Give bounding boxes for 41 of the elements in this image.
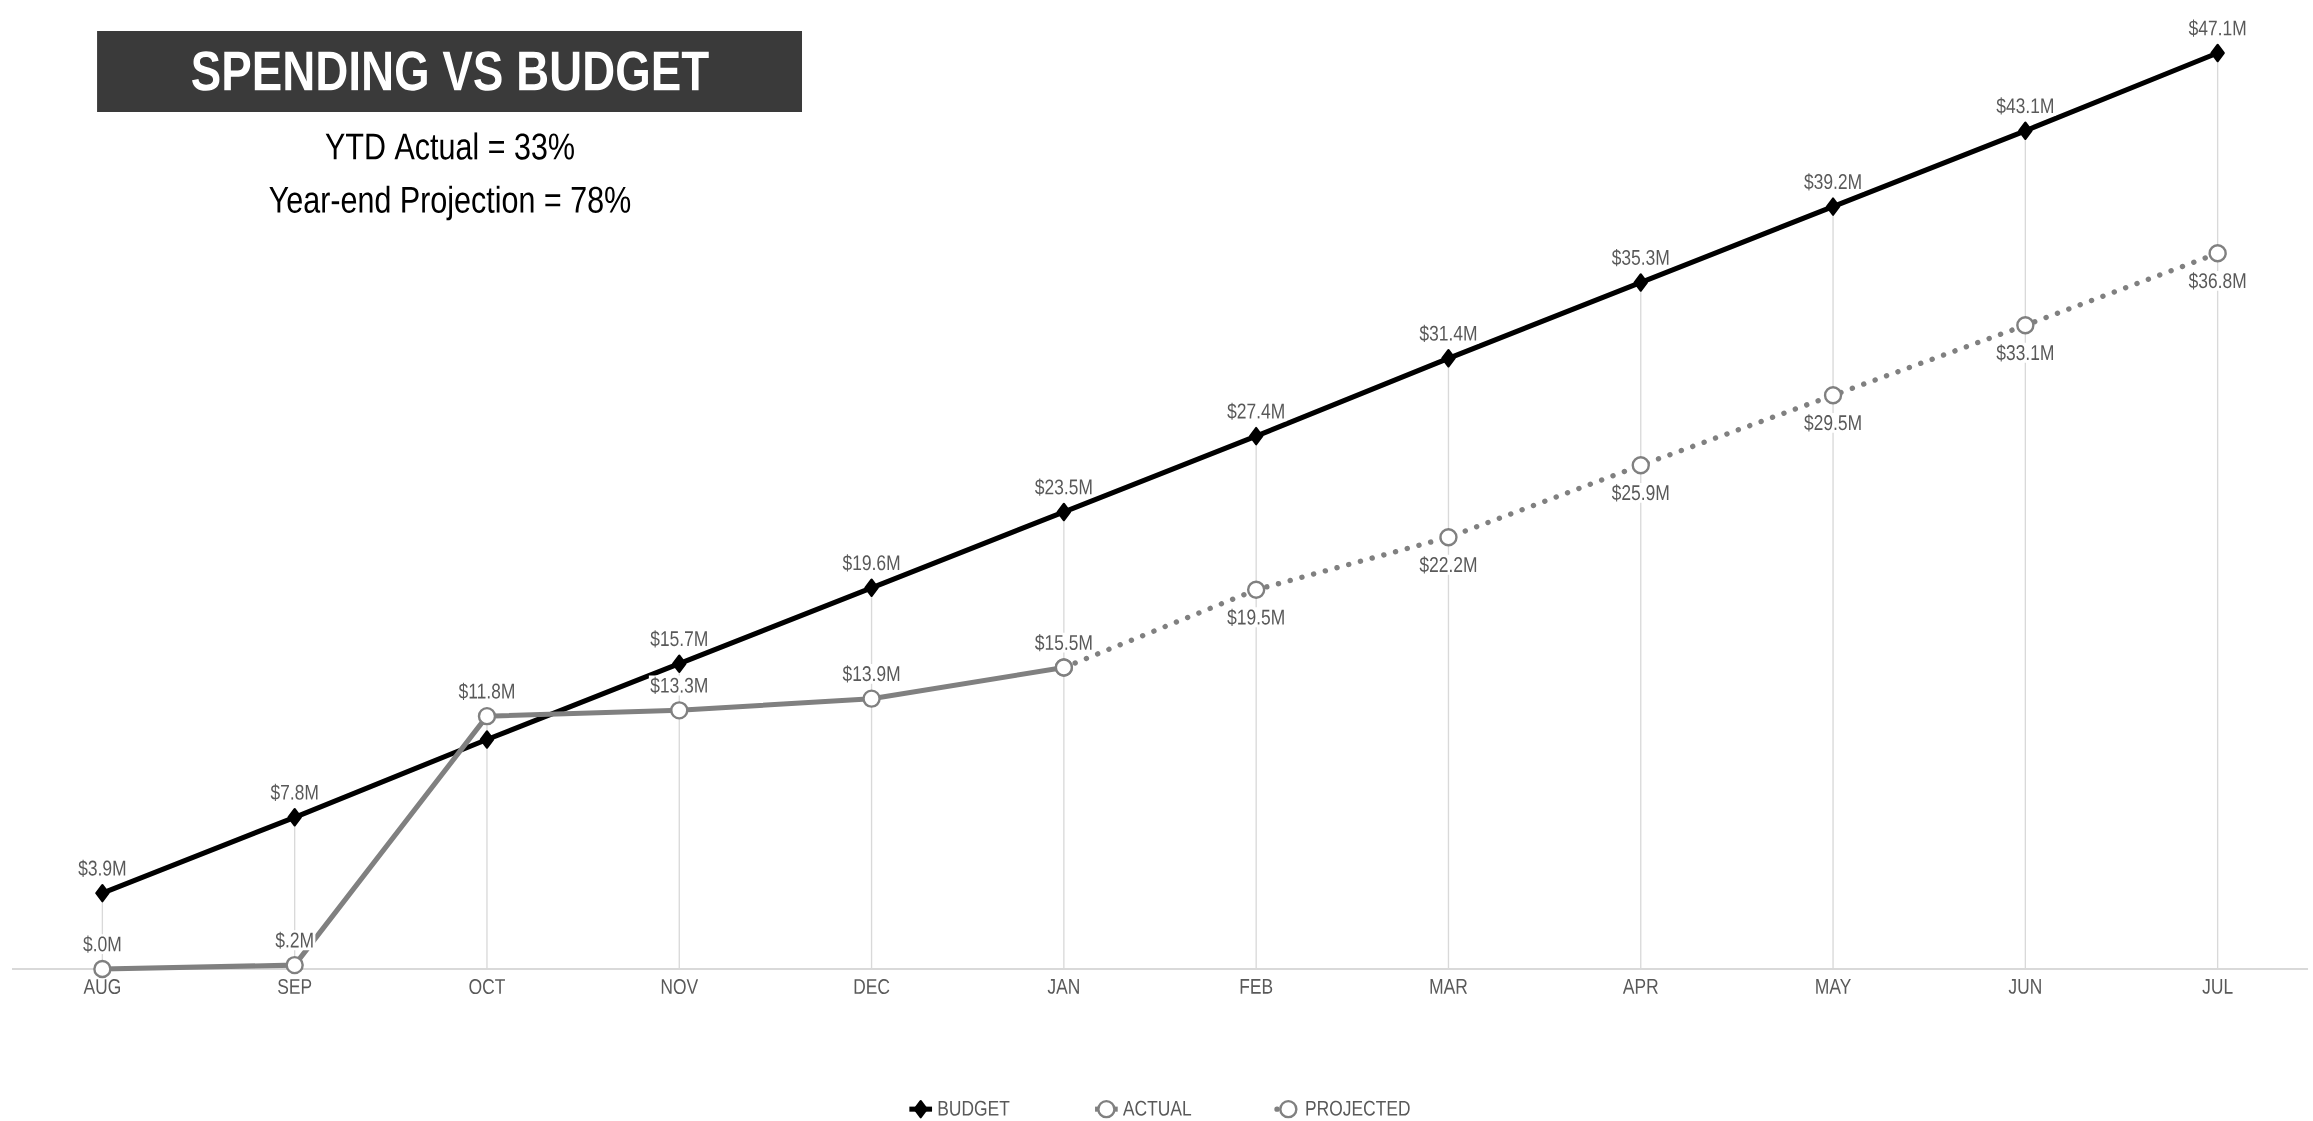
data-label: $39.2M [1804,173,1861,191]
legend-label: BUDGET [938,1100,1010,1116]
x-tick-label: OCT [469,979,505,995]
annotation: YTD Actual = 33% [325,132,574,160]
x-tick-label: SEP [278,979,312,995]
data-label: $13.3M [650,676,707,695]
legend-label: PROJECTED [1306,1100,1410,1116]
data-label: $3.9M [78,859,126,877]
chart-title: SPENDING VS BUDGET [192,51,709,91]
data-label: $35.3M [1611,249,1669,267]
data-label: $19.6M [842,554,900,572]
x-tick-label: JUN [2008,979,2041,994]
data-label: $33.1M [1996,344,2053,362]
data-label: $36.8M [2188,272,2246,290]
data-label: $15.7M [650,630,707,648]
x-tick-label: MAR [1430,979,1468,994]
x-tick-label: APR [1622,979,1658,994]
data-label: $31.4M [1419,324,1477,343]
x-tick-label: MAY [1816,979,1851,994]
x-tick-label: AUG [83,979,120,995]
data-label: $19.5M [1227,608,1284,626]
data-label: $43.1M [1996,97,2053,115]
data-label: $15.5M [1034,634,1092,652]
data-label: $7.8M [270,783,318,802]
x-tick-label: DEC [854,979,890,995]
legend-label: ACTUAL [1122,1100,1192,1116]
data-label: $25.9M [1611,484,1669,502]
data-label: $22.2M [1419,556,1477,574]
x-tick-label: JAN [1047,979,1079,994]
x-tick-label: FEB [1240,979,1273,994]
data-label: $.0M [83,935,121,953]
x-tick-label: JUL [2202,979,2233,994]
data-label: $11.8M [458,682,514,700]
data-label: $13.9M [842,665,900,683]
data-label: $47.1M [2188,19,2246,37]
data-label: $27.4M [1227,402,1284,420]
x-tick-label: NOV [661,979,699,995]
data-label: $.2M [275,931,313,949]
data-label: $23.5M [1034,478,1092,496]
data-label: $29.5M [1804,414,1861,432]
annotation: Year-end Projection = 78% [269,185,631,221]
